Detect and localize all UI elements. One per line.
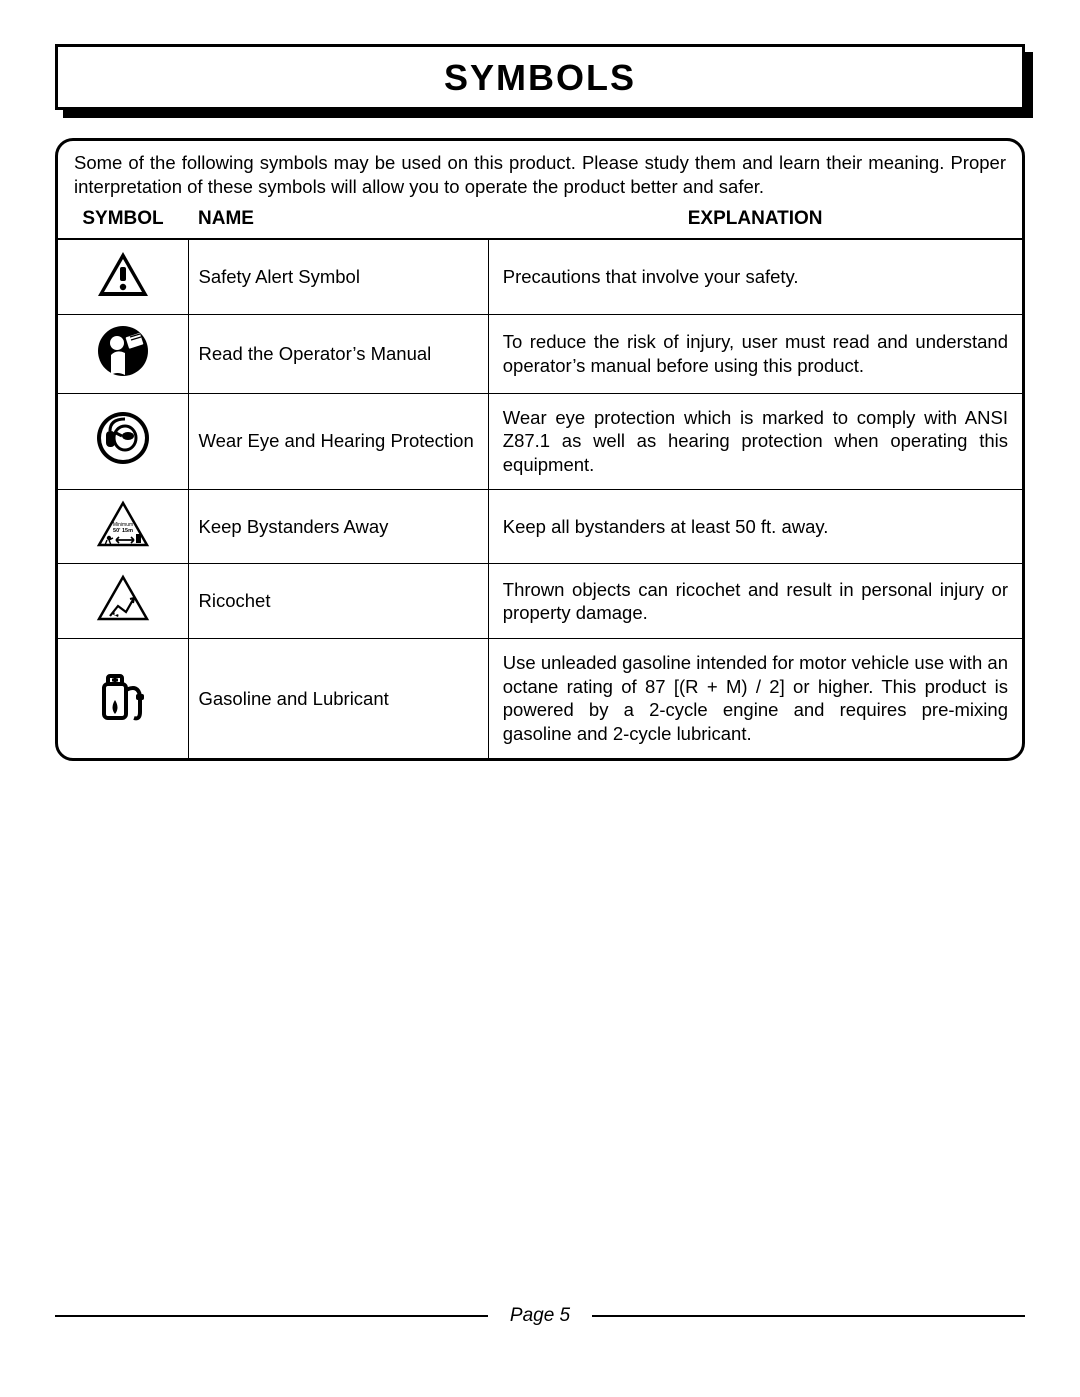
explanation-cell: To reduce the risk of injury, user must … (488, 315, 1022, 394)
symbol-cell (58, 639, 188, 758)
name-cell: Keep Bystanders Away (188, 489, 488, 564)
ricochet-icon (96, 574, 150, 622)
explanation-cell: Use unleaded gasoline intended for motor… (488, 639, 1022, 758)
footer-rule-left (55, 1315, 488, 1317)
title-block: SYMBOLS (55, 44, 1025, 110)
explanation-cell: Keep all bystanders at least 50 ft. away… (488, 489, 1022, 564)
name-cell: Gasoline and Lubricant (188, 639, 488, 758)
title-box: SYMBOLS (55, 44, 1025, 110)
symbol-cell: Minimum 50' 15m (58, 489, 188, 564)
keep-bystanders-away-icon: Minimum 50' 15m (96, 500, 150, 548)
explanation-cell: Wear eye protection which is marked to c… (488, 393, 1022, 489)
explanation-cell: Thrown objects can ricochet and result i… (488, 564, 1022, 639)
table-row: Safety Alert Symbol Precautions that inv… (58, 239, 1022, 314)
symbol-cell (58, 239, 188, 314)
intro-text: Some of the following symbols may be use… (58, 141, 1022, 202)
col-header-explanation: EXPLANATION (488, 202, 1022, 239)
table-row: Read the Operator’s Manual To reduce the… (58, 315, 1022, 394)
col-header-name: NAME (188, 202, 488, 239)
table-row: Minimum 50' 15m Keep Bystanders Away Kee (58, 489, 1022, 564)
page-title: SYMBOLS (444, 57, 636, 98)
name-cell: Wear Eye and Hearing Protection (188, 393, 488, 489)
read-manual-icon (97, 325, 149, 377)
table-row: Wear Eye and Hearing Protection Wear eye… (58, 393, 1022, 489)
footer-rule-right (592, 1315, 1025, 1317)
page-footer: Page 5 (55, 1305, 1025, 1327)
safety-alert-icon (96, 250, 150, 298)
name-cell: Ricochet (188, 564, 488, 639)
eye-hearing-protection-icon (96, 411, 150, 465)
gasoline-lubricant-icon (98, 670, 148, 722)
table-header-row: SYMBOL NAME EXPLANATION (58, 202, 1022, 239)
svg-text:50' 15m: 50' 15m (113, 528, 133, 534)
symbols-table: SYMBOL NAME EXPLANATION (58, 202, 1022, 757)
table-row: Ricochet Thrown objects can ricochet and… (58, 564, 1022, 639)
symbol-cell (58, 315, 188, 394)
name-cell: Read the Operator’s Manual (188, 315, 488, 394)
explanation-cell: Precautions that involve your safety. (488, 239, 1022, 314)
table-row: Gasoline and Lubricant Use unleaded gaso… (58, 639, 1022, 758)
name-cell: Safety Alert Symbol (188, 239, 488, 314)
symbol-cell (58, 564, 188, 639)
manual-page: SYMBOLS Some of the following symbols ma… (0, 0, 1080, 1397)
page-number: Page 5 (504, 1305, 576, 1327)
symbols-panel: Some of the following symbols may be use… (55, 138, 1025, 761)
symbol-cell (58, 393, 188, 489)
col-header-symbol: SYMBOL (58, 202, 188, 239)
